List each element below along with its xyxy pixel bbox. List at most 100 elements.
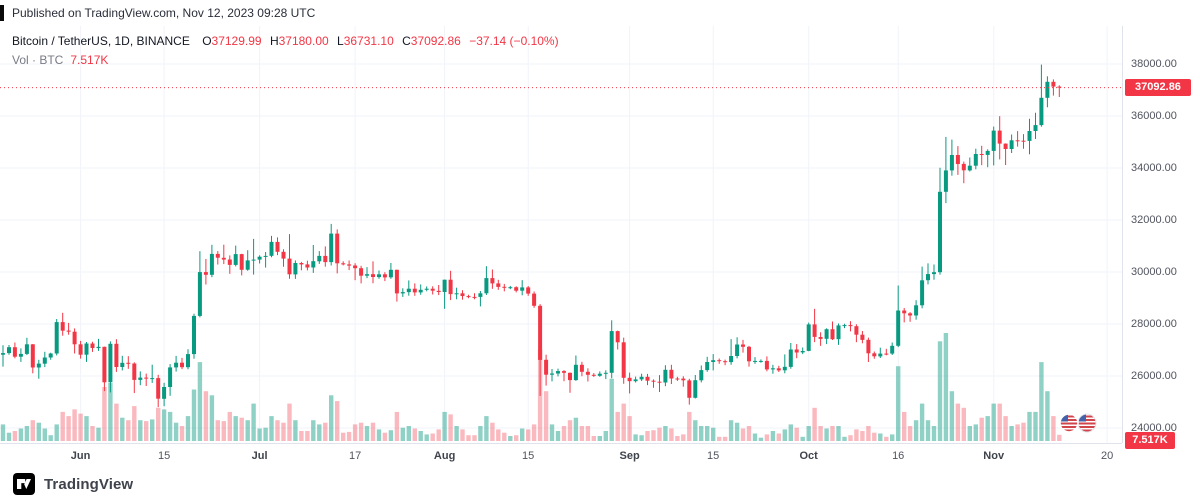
candle	[90, 341, 95, 352]
volume-bar	[311, 420, 316, 441]
candle	[84, 342, 89, 362]
legend-row-symbol: Bitcoin / TetherUS, 1D, BINANCE O37129.9…	[12, 34, 559, 49]
candle	[353, 263, 358, 281]
volume-bar	[985, 416, 990, 441]
volume-bar	[114, 403, 119, 441]
candle	[711, 354, 716, 371]
volume-readout: 7.517K	[70, 53, 109, 67]
volume-bar	[132, 406, 137, 441]
volume-bar	[591, 436, 596, 441]
candle	[394, 269, 399, 302]
candle	[496, 279, 501, 290]
candle	[1057, 85, 1062, 97]
candle	[967, 157, 972, 172]
candle	[72, 328, 77, 354]
volume-bar	[717, 436, 722, 441]
volume-bar	[812, 407, 817, 441]
candle	[914, 300, 919, 320]
candle	[770, 364, 775, 374]
candle	[591, 373, 596, 377]
tradingview-logo-icon[interactable]	[13, 473, 35, 495]
volume-bar	[466, 435, 471, 441]
candle	[520, 280, 525, 296]
candlestick-plot[interactable]	[0, 26, 1122, 443]
volume-bar	[24, 426, 30, 441]
volume-bar	[555, 431, 561, 441]
chart-area: Bitcoin / TetherUS, 1D, BINANCE O37129.9…	[0, 26, 1200, 467]
volume-bar	[221, 421, 226, 441]
volume-bar	[681, 434, 686, 441]
candle	[699, 365, 704, 383]
candle	[997, 116, 1002, 160]
time-axis[interactable]: Jun 15 Jul 17 Aug 15 Sep 15 Oct 16 Nov 20	[0, 443, 1122, 467]
candle	[502, 283, 507, 292]
volume-bar	[364, 426, 370, 441]
volume-bar	[800, 436, 805, 441]
volume-bar	[90, 426, 95, 441]
candle	[597, 371, 602, 377]
volume-bar	[884, 436, 889, 441]
volume-bar	[269, 416, 274, 441]
volume-bar	[317, 424, 322, 441]
volume-bar	[197, 362, 203, 441]
candle	[568, 372, 572, 393]
candle	[556, 368, 560, 377]
volume-bar	[567, 420, 573, 441]
candle	[908, 312, 913, 322]
candle	[800, 347, 805, 355]
candle	[323, 246, 328, 267]
candle	[585, 368, 590, 382]
volume-bar	[239, 417, 244, 441]
time-tick-label: 15	[157, 450, 171, 462]
candle	[842, 323, 847, 329]
price-tick-label: 24000.00	[1131, 422, 1177, 434]
volume-bar	[263, 427, 268, 441]
candle	[806, 322, 811, 352]
volume-bar	[902, 411, 907, 441]
candle	[681, 376, 686, 387]
volume-bar	[890, 434, 895, 441]
candle	[651, 379, 656, 388]
volume-bar	[615, 411, 620, 441]
candle	[36, 359, 41, 379]
brand-name[interactable]: TradingView	[44, 475, 134, 493]
price-axis[interactable]: 37092.86 7.517K 38000.00 36000.00 34000.00…	[1122, 26, 1200, 449]
symbol-title[interactable]: Bitcoin / TetherUS, 1D, BINANCE	[12, 34, 190, 48]
time-tick-label: Nov	[983, 450, 1005, 462]
candle	[48, 352, 53, 360]
candle	[138, 371, 143, 386]
volume-bar	[1045, 391, 1050, 441]
candle	[144, 373, 149, 386]
time-tick-label: Oct	[799, 450, 818, 462]
candle	[257, 255, 262, 264]
volume-bar	[358, 422, 364, 441]
volume-bar	[1051, 416, 1056, 441]
candle	[227, 255, 232, 274]
candle	[639, 373, 644, 381]
candle	[192, 313, 196, 359]
candle	[609, 320, 614, 379]
candle	[758, 359, 763, 363]
volume-bar	[60, 411, 65, 441]
candle	[1051, 79, 1056, 96]
volume-bar	[573, 417, 579, 441]
volume-bar	[896, 366, 901, 441]
candle	[735, 337, 740, 359]
candle	[490, 269, 495, 289]
volume-bar	[388, 430, 394, 441]
volume-bar	[543, 391, 549, 441]
volume-bar	[842, 436, 847, 441]
candle	[920, 266, 925, 309]
change-readout: −37.14 (−0.10%)	[469, 34, 559, 48]
time-tick-label: 20	[1100, 450, 1114, 462]
volume-bar	[96, 427, 101, 441]
volume-bar	[233, 416, 238, 441]
low-label: L	[337, 34, 344, 48]
volume-bar	[728, 420, 734, 441]
volume-badge: 7.517K	[1125, 432, 1175, 449]
candle	[1015, 131, 1020, 147]
candle	[347, 260, 352, 271]
candle	[729, 339, 734, 365]
volume-bar	[770, 431, 776, 441]
high-label: H	[269, 34, 279, 48]
